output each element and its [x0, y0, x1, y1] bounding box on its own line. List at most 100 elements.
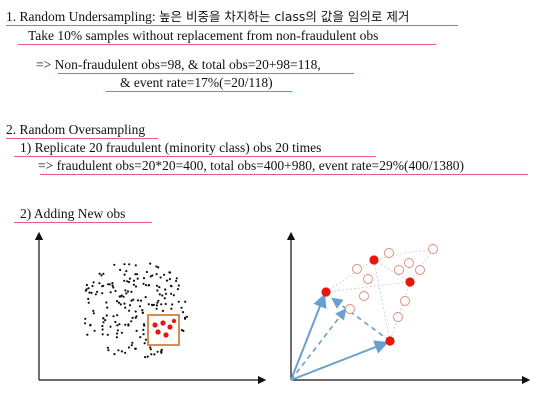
majority-point [101, 328, 104, 331]
synthetic-points [345, 244, 438, 322]
majority-point [149, 346, 152, 349]
majority-point [106, 346, 109, 349]
majority-point [116, 314, 119, 317]
majority-point [143, 342, 146, 345]
majority-point [151, 274, 154, 277]
section1-line3: & event rate=17%(=20/118) [120, 75, 273, 90]
majority-point [91, 284, 94, 288]
section3-heading-underline [14, 222, 152, 223]
majority-point [175, 277, 178, 280]
majority-point [93, 329, 96, 332]
section1-heading-prefix: 1. Random Undersampling: [6, 9, 159, 24]
majority-point [161, 294, 164, 297]
majority-point [98, 282, 101, 285]
majority-point [89, 324, 92, 327]
majority-point [180, 329, 183, 332]
majority-point [150, 303, 154, 306]
majority-point [98, 272, 101, 275]
majority-point [156, 289, 159, 292]
majority-point [165, 279, 169, 282]
majority-point [114, 289, 117, 293]
synthetic-point [428, 244, 438, 254]
majority-point [119, 303, 122, 306]
section1-heading-korean: 높은 비중을 차지하는 class의 값을 임의로 제거 [158, 9, 410, 24]
majority-point [134, 285, 138, 288]
section1-line2: => Non-fraudulent obs=98, & total obs=20… [36, 57, 321, 72]
majority-point [117, 301, 121, 304]
majority-point [164, 302, 167, 306]
majority-point [126, 280, 129, 283]
neighbor-links [325, 249, 434, 342]
majority-point [127, 280, 131, 284]
majority-point [116, 332, 119, 335]
majority-point [101, 324, 104, 328]
majority-point [147, 303, 150, 306]
majority-point [135, 315, 138, 318]
majority-point [101, 333, 104, 336]
right-axes [286, 231, 531, 385]
majority-point [142, 328, 145, 331]
majority-point [116, 324, 119, 327]
majority-point [181, 311, 185, 314]
section1-heading-underline [6, 25, 458, 26]
majority-point [171, 303, 174, 306]
majority-point [106, 333, 109, 336]
majority-point [105, 314, 108, 317]
majority-point [146, 355, 149, 358]
section2-line1: 1) Replicate 20 fraudulent (minority cla… [20, 140, 322, 155]
majority-point [153, 353, 156, 356]
majority-point [130, 344, 133, 347]
majority-point [88, 291, 91, 294]
majority-point [159, 276, 162, 279]
section2-heading-underline [6, 138, 158, 139]
majority-point [127, 346, 130, 349]
minority-sample [385, 336, 395, 346]
majority-point [134, 273, 137, 276]
majority-point [104, 319, 107, 322]
section2-heading: 2. Random Oversampling [6, 122, 146, 137]
majority-point [175, 279, 178, 283]
synthetic-point [415, 265, 425, 275]
majority-point [172, 294, 175, 297]
majority-point [92, 309, 95, 312]
majority-point [96, 290, 99, 293]
majority-point [123, 279, 126, 282]
majority-point [125, 292, 128, 295]
synthetic-point [404, 258, 414, 268]
majority-point [122, 295, 125, 298]
original-minority-points [321, 255, 415, 346]
minority-point [160, 320, 166, 326]
majority-point [85, 283, 88, 287]
majority-point [169, 284, 173, 287]
majority-point [144, 338, 147, 341]
majority-point [149, 348, 152, 351]
majority-point [156, 301, 159, 304]
minority-sample [369, 255, 379, 265]
majority-point [87, 287, 90, 290]
majority-point [87, 297, 90, 300]
majority-point [170, 292, 173, 295]
majority-point [135, 273, 139, 276]
majority-point [84, 289, 87, 292]
majority-point [111, 282, 114, 285]
majority-point [160, 303, 163, 306]
majority-point [157, 266, 160, 269]
synthetic-point [363, 274, 373, 284]
majority-point [102, 317, 105, 320]
majority-point [169, 271, 172, 274]
vector-to-synthetic [290, 308, 347, 381]
majority-point [184, 317, 187, 320]
majority-point [128, 304, 132, 307]
majority-point [141, 309, 144, 312]
majority-point [117, 349, 120, 352]
majority-point [100, 274, 103, 277]
majority-point [155, 304, 158, 307]
section3-heading: 2) Adding New obs [20, 206, 126, 221]
majority-point [155, 307, 158, 310]
majority-point [90, 291, 93, 294]
majority-point [163, 273, 166, 276]
majority-point [112, 286, 115, 289]
majority-point [131, 341, 134, 344]
majority-point [123, 273, 126, 276]
